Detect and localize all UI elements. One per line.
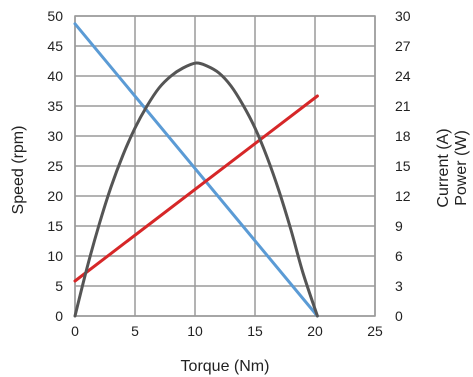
- tick-labels: 0 5 10 15 20 25 0 5 10 15 20 25 30 35 40 45 50 0 3 6 9 12 15 18…: [47, 8, 410, 339]
- y-right-tick-label: 27: [395, 38, 411, 54]
- y-right-tick-label: 3: [395, 278, 403, 294]
- speed-line: [73, 22, 319, 318]
- y-left-tick-label: 30: [47, 128, 63, 144]
- y-left-tick-label: 20: [47, 188, 63, 204]
- left-axis-title: Speed (rpm): [10, 126, 27, 215]
- x-tick-label: 15: [247, 323, 263, 339]
- power-curve: [73, 61, 319, 318]
- y-right-tick-label: 12: [395, 188, 411, 204]
- x-tick-label: 10: [187, 323, 203, 339]
- y-left-tick-label: 15: [47, 218, 63, 234]
- current-line: [73, 94, 319, 283]
- y-left-tick-label: 5: [55, 278, 63, 294]
- y-right-tick-label: 6: [395, 248, 403, 264]
- x-tick-label: 25: [367, 323, 383, 339]
- y-right-tick-label: 24: [395, 68, 411, 84]
- x-tick-label: 0: [71, 323, 79, 339]
- y-right-tick-label: 9: [395, 218, 403, 234]
- grid: [74, 15, 376, 317]
- right-axis-title-current: Current (A): [435, 128, 452, 207]
- y-left-tick-label: 25: [47, 158, 63, 174]
- x-tick-label: 5: [131, 323, 139, 339]
- y-right-tick-label: 15: [395, 158, 411, 174]
- y-left-tick-label: 10: [47, 248, 63, 264]
- right-axis-title-power: Power (W): [453, 130, 470, 206]
- x-axis-title: Torque (Nm): [181, 358, 270, 375]
- y-left-tick-label: 35: [47, 98, 63, 114]
- y-left-tick-label: 45: [47, 38, 63, 54]
- y-right-tick-label: 21: [395, 98, 411, 114]
- y-right-tick-label: 30: [395, 8, 411, 24]
- y-right-tick-label: 0: [395, 308, 403, 324]
- y-right-tick-label: 18: [395, 128, 411, 144]
- series-layer: [73, 22, 319, 318]
- y-left-tick-label: 50: [47, 8, 63, 24]
- x-tick-label: 20: [307, 323, 323, 339]
- y-left-tick-label: 40: [47, 68, 63, 84]
- y-left-tick-label: 0: [55, 308, 63, 324]
